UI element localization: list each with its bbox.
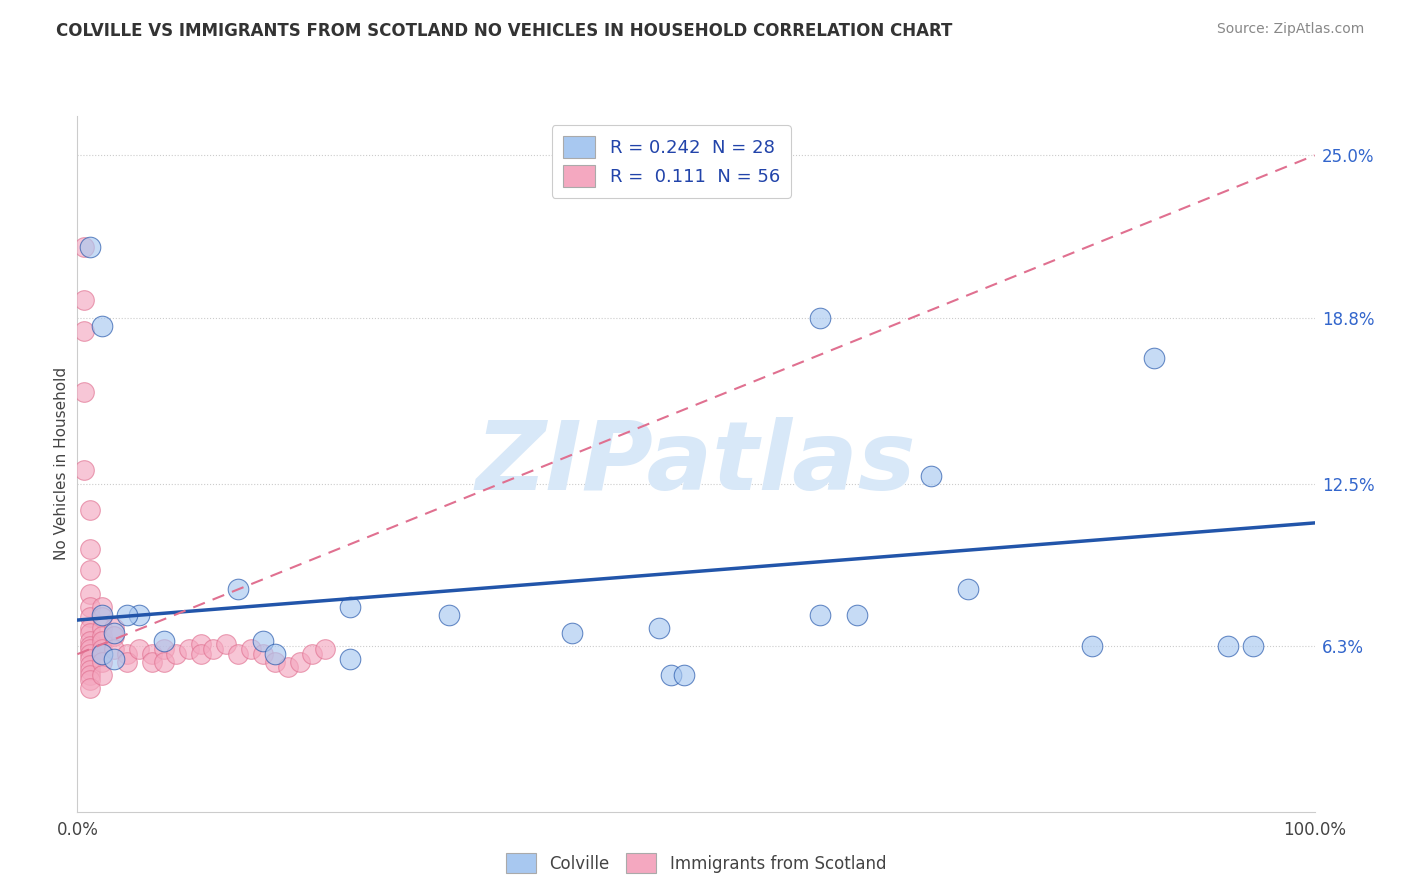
- Point: [226, 582, 249, 596]
- Point: [226, 647, 249, 661]
- Point: [672, 668, 695, 682]
- Point: [79, 599, 101, 614]
- Point: [72, 463, 94, 477]
- Point: [808, 607, 831, 622]
- Point: [153, 642, 176, 657]
- Point: [103, 626, 125, 640]
- Point: [91, 607, 114, 622]
- Point: [91, 647, 114, 661]
- Point: [115, 607, 138, 622]
- Point: [72, 324, 94, 338]
- Point: [79, 642, 101, 657]
- Text: COLVILLE VS IMMIGRANTS FROM SCOTLAND NO VEHICLES IN HOUSEHOLD CORRELATION CHART: COLVILLE VS IMMIGRANTS FROM SCOTLAND NO …: [56, 22, 953, 40]
- Point: [128, 607, 150, 622]
- Point: [79, 668, 101, 682]
- Point: [79, 652, 101, 666]
- Point: [91, 621, 114, 635]
- Point: [288, 655, 311, 669]
- Point: [79, 610, 101, 624]
- Point: [561, 626, 583, 640]
- Point: [79, 681, 101, 696]
- Point: [79, 657, 101, 672]
- Point: [314, 642, 336, 657]
- Point: [79, 647, 101, 661]
- Point: [153, 634, 176, 648]
- Point: [79, 663, 101, 677]
- Point: [91, 655, 114, 669]
- Point: [103, 629, 125, 643]
- Point: [190, 647, 212, 661]
- Point: [957, 582, 980, 596]
- Point: [264, 647, 287, 661]
- Point: [437, 607, 460, 622]
- Point: [141, 647, 163, 661]
- Point: [103, 621, 125, 635]
- Point: [103, 642, 125, 657]
- Legend: Colville, Immigrants from Scotland: Colville, Immigrants from Scotland: [499, 847, 893, 880]
- Point: [79, 542, 101, 557]
- Point: [79, 503, 101, 517]
- Point: [91, 642, 114, 657]
- Point: [91, 634, 114, 648]
- Point: [190, 637, 212, 651]
- Point: [1216, 640, 1239, 654]
- Point: [79, 587, 101, 601]
- Point: [165, 647, 187, 661]
- Point: [72, 384, 94, 399]
- Point: [79, 621, 101, 635]
- Point: [1241, 640, 1264, 654]
- Point: [215, 637, 238, 651]
- Point: [648, 621, 671, 635]
- Point: [808, 311, 831, 326]
- Point: [91, 647, 114, 661]
- Point: [920, 468, 942, 483]
- Point: [91, 599, 114, 614]
- Point: [79, 240, 101, 254]
- Point: [91, 668, 114, 682]
- Text: Source: ZipAtlas.com: Source: ZipAtlas.com: [1216, 22, 1364, 37]
- Point: [153, 655, 176, 669]
- Point: [252, 634, 274, 648]
- Point: [115, 655, 138, 669]
- Point: [1143, 351, 1166, 365]
- Point: [72, 293, 94, 307]
- Point: [301, 647, 323, 661]
- Y-axis label: No Vehicles in Household: No Vehicles in Household: [53, 368, 69, 560]
- Point: [339, 599, 361, 614]
- Point: [91, 318, 114, 333]
- Point: [845, 607, 868, 622]
- Point: [79, 634, 101, 648]
- Text: ZIPatlas: ZIPatlas: [475, 417, 917, 510]
- Point: [91, 629, 114, 643]
- Point: [202, 642, 225, 657]
- Point: [1081, 640, 1104, 654]
- Point: [177, 642, 200, 657]
- Point: [72, 240, 94, 254]
- Point: [91, 610, 114, 624]
- Point: [339, 652, 361, 666]
- Point: [79, 563, 101, 577]
- Point: [264, 655, 287, 669]
- Point: [79, 673, 101, 688]
- Point: [239, 642, 262, 657]
- Point: [79, 640, 101, 654]
- Point: [252, 647, 274, 661]
- Point: [141, 655, 163, 669]
- Point: [103, 652, 125, 666]
- Point: [79, 626, 101, 640]
- Point: [128, 642, 150, 657]
- Point: [659, 668, 682, 682]
- Point: [115, 647, 138, 661]
- Point: [277, 660, 299, 674]
